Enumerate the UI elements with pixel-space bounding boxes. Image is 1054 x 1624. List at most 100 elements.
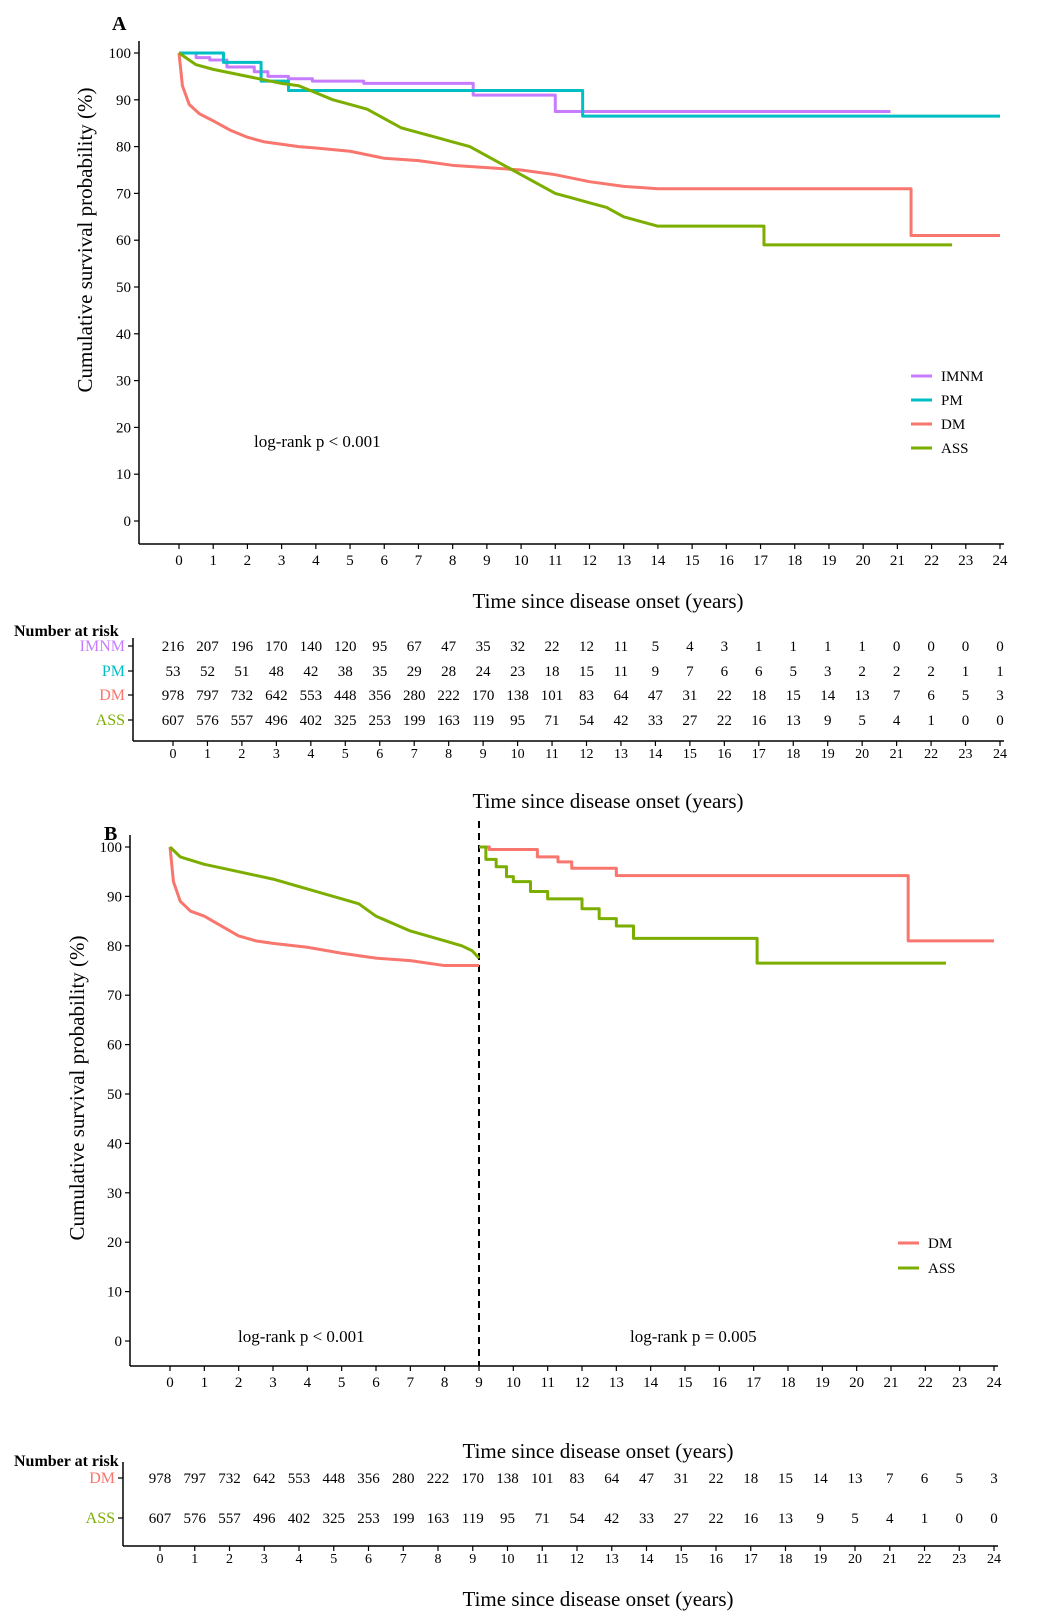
risk-count-cell: 496: [253, 1511, 276, 1527]
risk-x-tick-label: 20: [848, 1552, 862, 1567]
risk-group-label: ASS: [96, 712, 125, 729]
risk-count-cell: 52: [200, 664, 215, 680]
risk-count-cell: 13: [855, 688, 870, 704]
panel-b-label: B: [104, 823, 117, 845]
risk-count-cell: 448: [334, 688, 357, 704]
risk-count-cell: 199: [403, 713, 426, 729]
risk-count-cell: 27: [674, 1511, 690, 1527]
y-tick-label: 70: [107, 988, 122, 1004]
x-tick-label: 2: [244, 553, 252, 569]
risk-count-cell: 607: [162, 713, 185, 729]
risk-x-tick-label: 16: [709, 1552, 723, 1567]
risk-count-cell: 28: [441, 664, 456, 680]
panel-b-plot: Cumulative survival probability (%) Time…: [65, 821, 1002, 1463]
risk-count-cell: 42: [303, 664, 318, 680]
risk-x-tick-label: 8: [435, 1552, 442, 1567]
y-tick-label: 80: [107, 939, 122, 955]
series-line-dm: [479, 845, 994, 943]
risk-group-label: DM: [89, 1470, 115, 1487]
x-tick-label: 18: [787, 553, 802, 569]
risk-count-cell: 576: [196, 713, 219, 729]
x-tick-label: 13: [616, 553, 631, 569]
risk-count-cell: 642: [265, 688, 288, 704]
risk-count-cell: 222: [427, 1471, 450, 1487]
risk-count-cell: 9: [817, 1511, 825, 1527]
risk-count-cell: 24: [476, 664, 492, 680]
x-tick-label: 9: [475, 1375, 483, 1391]
x-tick-label: 14: [650, 553, 666, 569]
x-tick-label: 16: [719, 553, 735, 569]
risk-x-tick-label: 9: [469, 1552, 476, 1567]
risk-count-cell: 7: [893, 688, 901, 704]
risk-count-cell: 38: [338, 664, 353, 680]
x-tick-label: 22: [924, 553, 939, 569]
risk-x-tick-label: 1: [204, 747, 211, 762]
risk-count-cell: 216: [162, 639, 185, 655]
y-tick-label: 80: [116, 140, 131, 156]
risk-count-cell: 6: [721, 664, 729, 680]
y-tick-label: 60: [116, 233, 131, 249]
risk-count-cell: 732: [231, 688, 254, 704]
risk-x-tick-label: 21: [883, 1552, 897, 1567]
risk-count-cell: 163: [427, 1511, 450, 1527]
risk-count-cell: 1: [962, 664, 970, 680]
panel-a-xlabel: Time since disease onset (years): [473, 589, 744, 613]
risk-count-cell: 47: [441, 639, 457, 655]
x-tick-label: 8: [441, 1375, 449, 1391]
y-tick-label: 30: [116, 374, 131, 390]
risk-count-cell: 253: [357, 1511, 380, 1527]
x-tick-label: 11: [540, 1375, 554, 1391]
risk-count-cell: 0: [927, 639, 935, 655]
risk-count-cell: 95: [500, 1511, 515, 1527]
risk-x-tick-label: 22: [924, 747, 938, 762]
risk-x-tick-label: 2: [238, 747, 245, 762]
x-tick-label: 14: [643, 1375, 659, 1391]
risk-count-cell: 3: [990, 1471, 998, 1487]
risk-count-cell: 732: [218, 1471, 241, 1487]
risk-x-tick-label: 5: [342, 747, 349, 762]
risk-count-cell: 14: [820, 688, 836, 704]
y-tick-label: 20: [116, 420, 131, 436]
risk-count-cell: 199: [392, 1511, 415, 1527]
panel-b-legend: DM ASS: [898, 1236, 956, 1277]
panel-a-risk-table: Number at risk Time since disease onset …: [14, 623, 1007, 813]
risk-count-cell: 6: [921, 1471, 929, 1487]
risk-x-tick-label: 23: [959, 747, 973, 762]
x-tick-label: 20: [849, 1375, 864, 1391]
x-tick-label: 7: [407, 1375, 415, 1391]
risk-x-tick-label: 10: [501, 1552, 515, 1567]
risk-x-tick-label: 4: [296, 1552, 303, 1567]
risk-count-cell: 1: [996, 664, 1004, 680]
risk-count-cell: 13: [778, 1511, 793, 1527]
risk-group-label: DM: [99, 687, 125, 704]
risk-count-cell: 1: [858, 639, 866, 655]
series-line-dm: [168, 846, 479, 968]
y-tick-label: 100: [109, 46, 132, 62]
legend-a-dm-label: DM: [941, 417, 965, 433]
risk-count-cell: 16: [743, 1511, 759, 1527]
risk-x-tick-label: 6: [376, 747, 383, 762]
y-tick-label: 0: [124, 514, 132, 530]
x-tick-label: 5: [346, 553, 354, 569]
risk-count-cell: 356: [357, 1471, 380, 1487]
series-line-ass: [479, 845, 946, 965]
risk-count-cell: 978: [149, 1471, 172, 1487]
risk-count-cell: 83: [570, 1471, 585, 1487]
risk-count-cell: 33: [639, 1511, 654, 1527]
risk-count-cell: 0: [962, 639, 970, 655]
risk-count-cell: 553: [300, 688, 323, 704]
risk-x-tick-label: 3: [261, 1552, 268, 1567]
risk-count-cell: 3: [996, 688, 1004, 704]
risk-count-cell: 1: [790, 639, 798, 655]
risk-x-tick-label: 21: [890, 747, 904, 762]
y-tick-label: 70: [116, 186, 131, 202]
risk-count-cell: 35: [476, 639, 491, 655]
x-tick-label: 24: [993, 553, 1009, 569]
risk-count-cell: 5: [851, 1511, 859, 1527]
risk-count-cell: 797: [196, 688, 219, 704]
risk-x-tick-label: 22: [918, 1552, 932, 1567]
x-tick-label: 17: [753, 553, 769, 569]
x-tick-label: 23: [958, 553, 973, 569]
y-tick-label: 60: [107, 1038, 122, 1054]
